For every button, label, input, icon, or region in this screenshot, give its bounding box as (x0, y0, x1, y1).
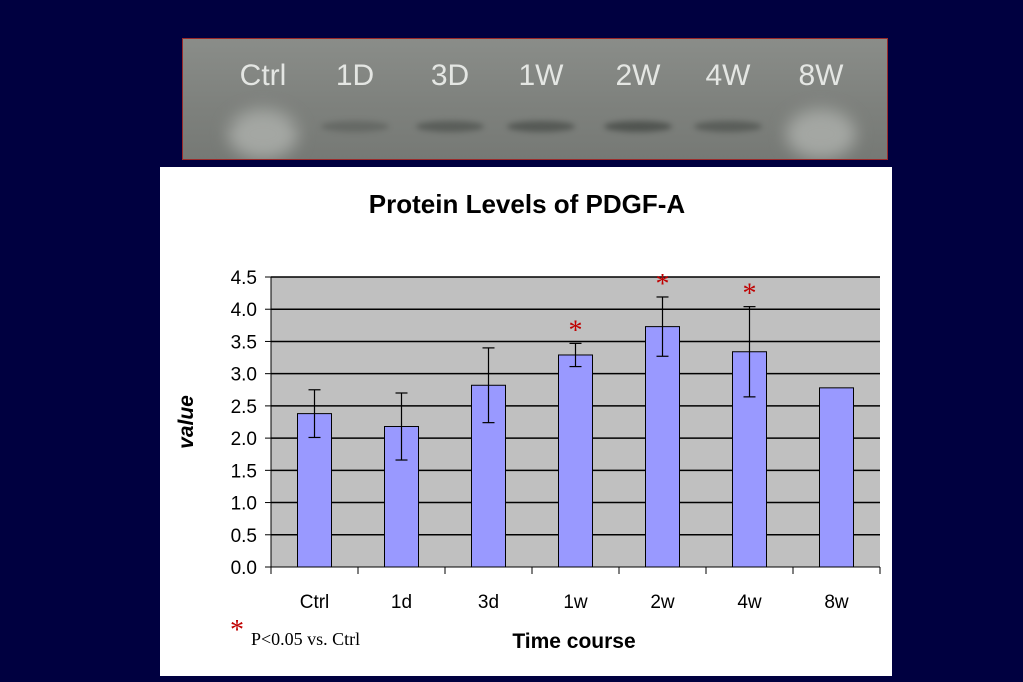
blot-glow (786, 109, 856, 159)
significance-star: * (656, 269, 670, 300)
y-tick-label: 1.5 (231, 461, 257, 482)
blot-glow (228, 109, 298, 159)
y-tick-label: 0.5 (231, 526, 257, 547)
bar-chart: Protein Levels of PDGF-A value Time cour… (175, 189, 881, 653)
y-tick-label: 0.0 (231, 558, 257, 579)
bar (819, 387, 854, 568)
x-tick-label: 8w (824, 592, 849, 613)
y-tick-label: 4.5 (231, 268, 257, 289)
x-axis-title: Time course (512, 630, 635, 653)
x-tick-label: 3d (478, 592, 499, 613)
blot-band (507, 121, 575, 132)
bar (297, 413, 332, 568)
bar (558, 354, 593, 568)
x-tick-label: Ctrl (300, 592, 330, 613)
blot-lane-label: 3D (430, 59, 470, 92)
blot-lane-label: 1W (518, 59, 564, 92)
y-tick-label: 2.5 (231, 397, 257, 418)
blot-band (416, 121, 484, 132)
blot-band (604, 121, 672, 132)
western-blot-image: Ctrl 1D 3D 1W 2W 4W 8W (182, 38, 888, 160)
y-tick-label: 4.0 (231, 300, 257, 321)
blot-lane-label: 1D (335, 59, 375, 92)
y-tick-label: 3.5 (231, 332, 257, 353)
chart-panel: Protein Levels of PDGF-A value Time cour… (160, 167, 892, 676)
x-tick-label: 1d (391, 592, 412, 613)
chart-title: Protein Levels of PDGF-A (369, 189, 686, 219)
blot-band (321, 121, 389, 132)
y-tick-label: 3.0 (231, 365, 257, 386)
blot-band (694, 121, 762, 132)
y-tick-label: 1.0 (231, 494, 257, 515)
blot-lane-label: 2W (615, 59, 661, 92)
blot-lane-label: 8W (798, 59, 844, 92)
y-axis-title: value (175, 395, 198, 449)
significance-star: * (569, 315, 583, 346)
x-tick-label: 1w (563, 592, 588, 613)
footnote-marker: * (230, 615, 244, 646)
blot-lane-label: 4W (705, 59, 751, 92)
footnote-text: P<0.05 vs. Ctrl (251, 629, 360, 649)
blot-lane-label: Ctrl (239, 59, 287, 92)
y-tick-label: 2.0 (231, 429, 257, 450)
significance-star: * (743, 279, 757, 310)
bar (645, 326, 680, 568)
x-tick-label: 2w (650, 592, 675, 613)
x-tick-label: 4w (737, 592, 762, 613)
